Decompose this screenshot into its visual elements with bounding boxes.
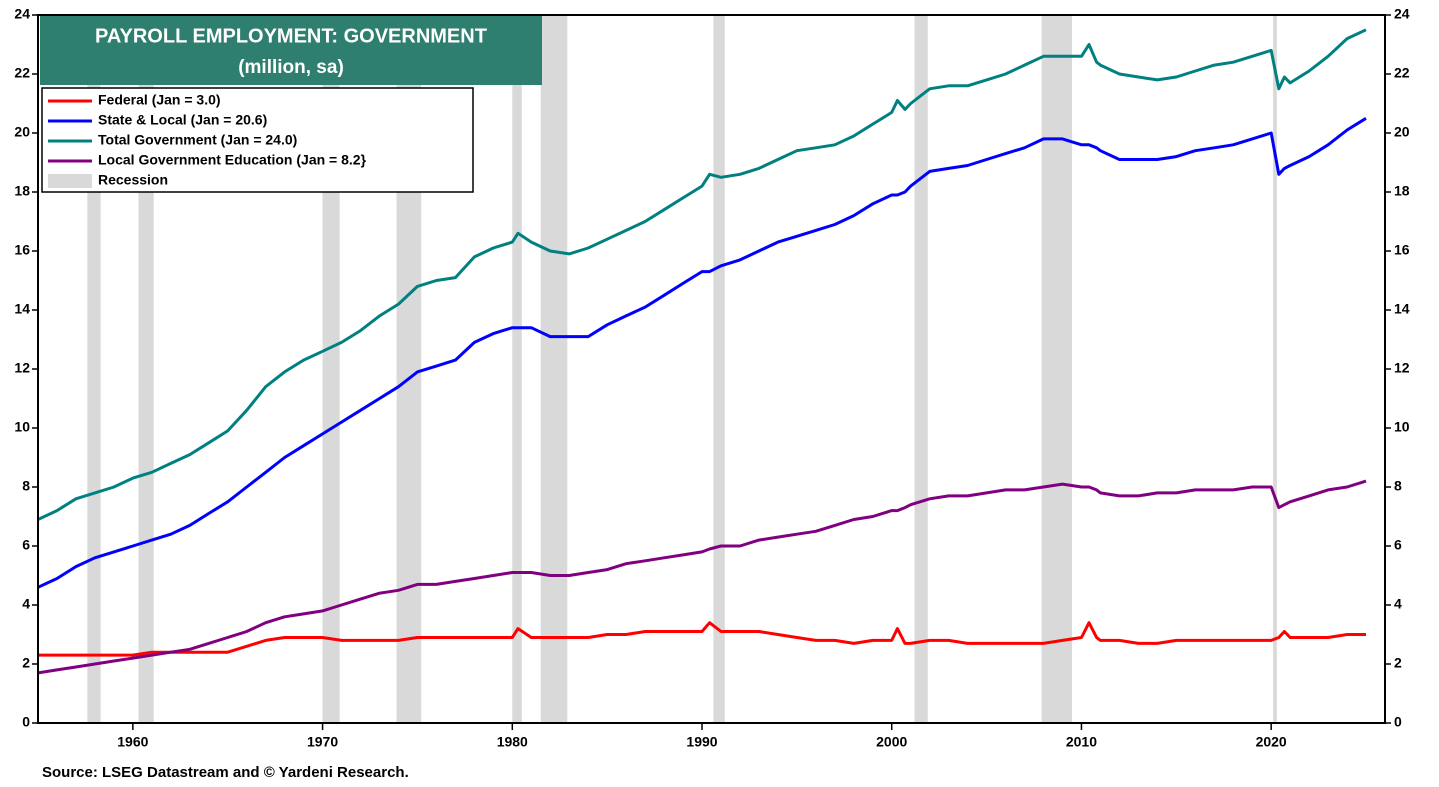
- y-tick-label: 0: [22, 714, 30, 730]
- legend-label: Federal (Jan = 3.0): [98, 92, 221, 108]
- series-line: [37, 28, 1367, 521]
- y2-tick-label: 8: [1394, 478, 1402, 494]
- y-tick-label: 2: [22, 655, 30, 671]
- y-tick-label: 4: [22, 596, 30, 612]
- y-tick-label: 10: [14, 419, 30, 435]
- y-tick-label: 16: [14, 242, 30, 258]
- recession-band: [512, 15, 522, 723]
- y-tick-label: 12: [14, 360, 30, 376]
- x-tick-label: 1990: [686, 734, 717, 750]
- series-line: [37, 117, 1367, 589]
- y2-tick-label: 18: [1394, 183, 1410, 199]
- recession-band: [1273, 15, 1277, 723]
- y2-tick-label: 10: [1394, 419, 1410, 435]
- x-tick-label: 2000: [876, 734, 907, 750]
- y2-tick-label: 16: [1394, 242, 1410, 258]
- recession-band: [713, 15, 725, 723]
- x-tick-label: 2020: [1256, 734, 1287, 750]
- legend-box: [41, 87, 474, 193]
- recession-band: [914, 15, 928, 723]
- y-tick-label: 22: [14, 65, 30, 81]
- recession-band: [540, 15, 568, 723]
- y2-tick-label: 2: [1394, 655, 1402, 671]
- chart-subtitle: (million, sa): [238, 57, 344, 78]
- y2-tick-label: 22: [1394, 65, 1410, 81]
- y-tick-label: 8: [22, 478, 30, 494]
- y2-tick-label: 14: [1394, 301, 1410, 317]
- x-tick-label: 1970: [307, 734, 338, 750]
- legend-swatch: [48, 174, 92, 188]
- y-tick-label: 24: [14, 6, 30, 22]
- series-line: [38, 621, 1366, 657]
- y2-tick-label: 12: [1394, 360, 1410, 376]
- x-tick-label: 1980: [497, 734, 528, 750]
- title-box: [40, 15, 542, 85]
- y2-tick-label: 20: [1394, 124, 1410, 140]
- legend-label: Recession: [98, 172, 168, 188]
- y2-tick-label: 4: [1394, 596, 1402, 612]
- y-tick-label: 18: [14, 183, 30, 199]
- legend-label: Local Government Education (Jan = 8.2}: [98, 152, 367, 168]
- x-tick-label: 1960: [117, 734, 148, 750]
- legend-label: State & Local (Jan = 20.6): [98, 112, 267, 128]
- source: Source: LSEG Datastream and © Yardeni Re…: [42, 764, 409, 781]
- recession-band: [1041, 15, 1072, 723]
- series-line: [37, 479, 1367, 675]
- y2-tick-label: 6: [1394, 537, 1402, 553]
- x-tick-label: 2010: [1066, 734, 1097, 750]
- y2-tick-label: 0: [1394, 714, 1402, 730]
- y-tick-label: 6: [22, 537, 30, 553]
- y-tick-label: 14: [14, 301, 30, 317]
- y-tick-label: 20: [14, 124, 30, 140]
- legend-label: Total Government (Jan = 24.0): [98, 132, 297, 148]
- chart-title: PAYROLL EMPLOYMENT: GOVERNMENT: [95, 25, 487, 47]
- y2-tick-label: 24: [1394, 6, 1410, 22]
